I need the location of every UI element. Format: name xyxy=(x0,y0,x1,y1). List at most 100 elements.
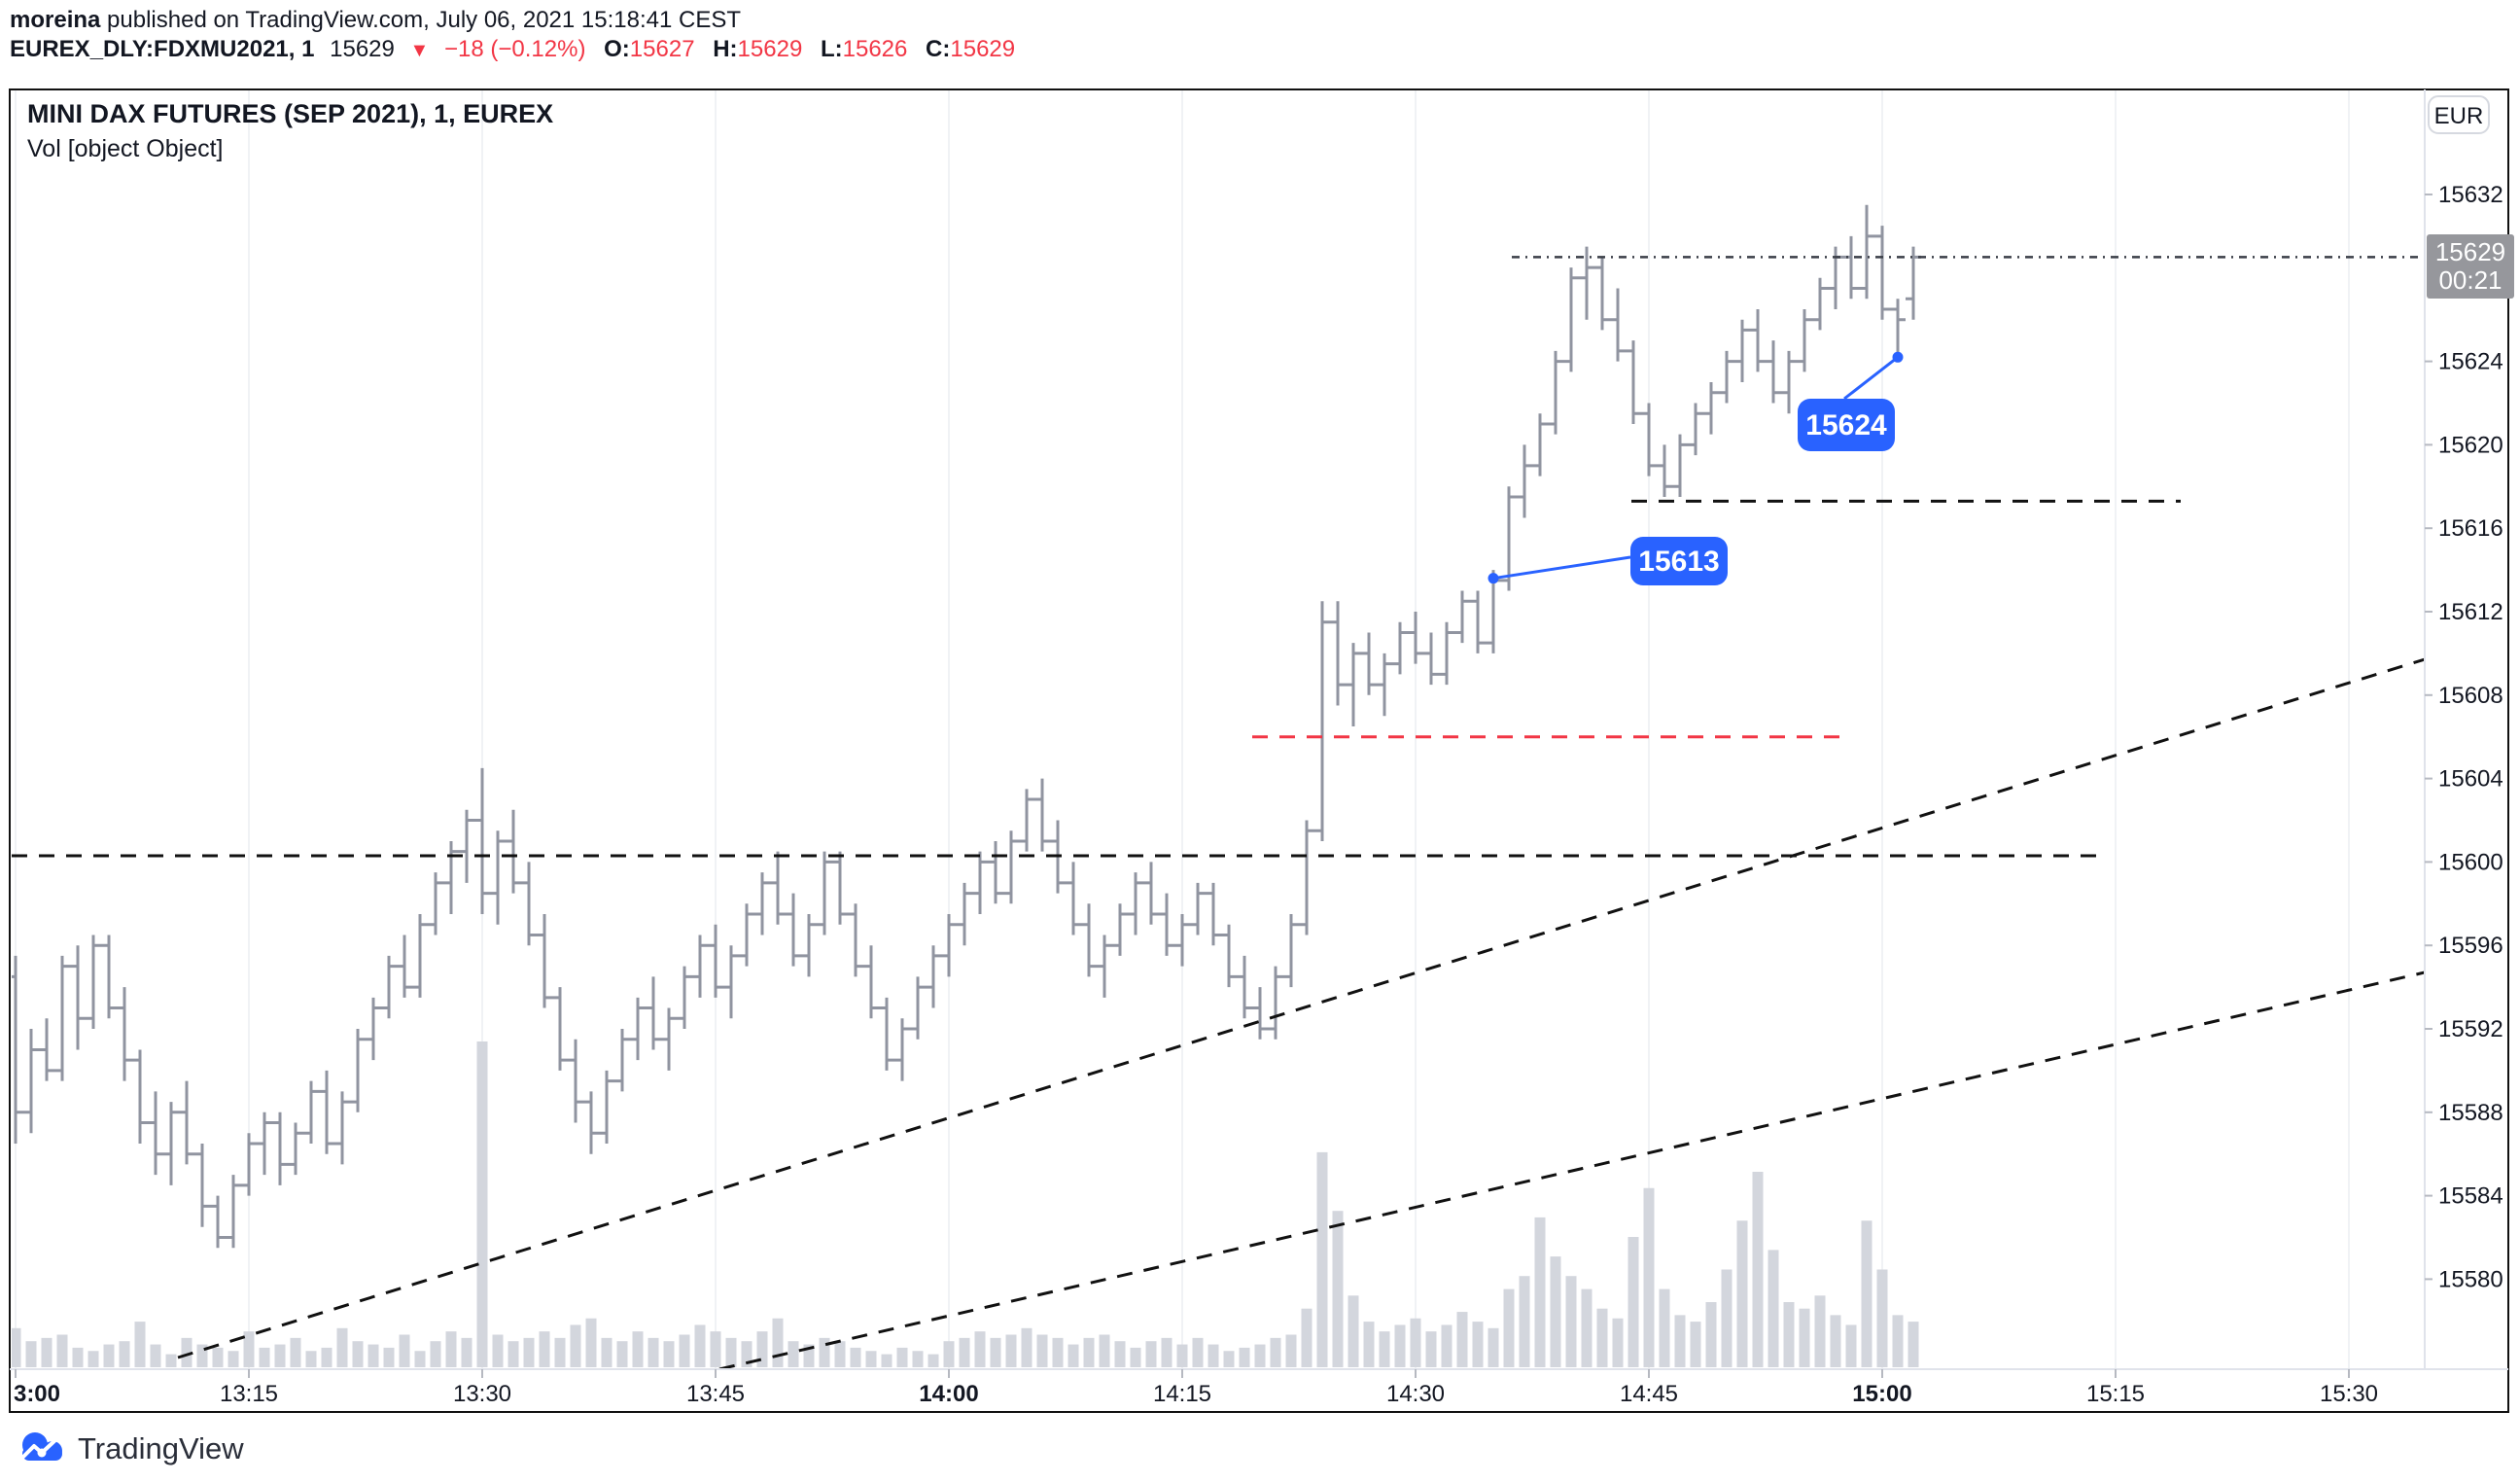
ohlc-bar xyxy=(1781,350,1797,414)
ohlc-bar xyxy=(1454,590,1470,644)
bar-countdown-text: 00:21 xyxy=(2438,265,2502,295)
published-text: published on TradingView.com, July 06, 2… xyxy=(100,7,742,33)
svg-text:15613: 15613 xyxy=(1638,546,1719,578)
ohlc-bar xyxy=(1346,643,1361,726)
trendline-upper xyxy=(177,657,2425,1359)
ohlc-bar xyxy=(272,1112,288,1185)
ohlc-bar xyxy=(1517,444,1532,518)
ohlc-bar xyxy=(350,1029,366,1112)
ohlc-bar xyxy=(1081,903,1097,977)
ohlc-bar xyxy=(1470,590,1486,653)
symbol-name: EUREX_DLY:FDXMU2021, 1 xyxy=(10,36,315,62)
price-tick-label: 15604 xyxy=(2438,766,2503,793)
price-scale[interactable]: 15632 15624 15620 15616 15612 15608 15604 15600… xyxy=(2425,182,2503,1292)
ohlc-bar xyxy=(241,1133,257,1196)
ohlc-bar xyxy=(879,997,894,1071)
ohlc-bar xyxy=(1859,204,1874,300)
ohlc-bar xyxy=(817,851,832,935)
ohlc-bar xyxy=(1594,257,1610,331)
ohlc-bar xyxy=(474,767,490,915)
ohlc-bar xyxy=(1299,820,1314,935)
time-tick-label: 13:45 xyxy=(686,1381,745,1407)
price-tick-label: 15596 xyxy=(2438,933,2503,959)
ohlc-bar xyxy=(568,1039,583,1123)
ohlc-bar xyxy=(1003,830,1019,904)
price-callout-15613[interactable]: 15613 xyxy=(1488,537,1729,585)
ohlc-bar xyxy=(1734,319,1750,383)
ohlc-bar xyxy=(630,997,646,1061)
ohlc-bar xyxy=(303,1080,319,1144)
ohlc-bar xyxy=(1797,308,1812,372)
ohlc-bar xyxy=(614,1029,630,1092)
ohlc-bar xyxy=(86,935,101,1029)
time-tick-label: 3:00 xyxy=(14,1381,60,1407)
ohlc-bar xyxy=(552,987,568,1071)
ohlc-bar xyxy=(1314,601,1330,841)
ohlc-bar xyxy=(1190,882,1206,935)
ohlc-bar xyxy=(1750,308,1766,372)
ohlc-bar xyxy=(926,945,941,1008)
ohlc-bar xyxy=(1206,882,1221,946)
low-label: L: xyxy=(820,36,843,62)
ohlc-bar xyxy=(599,1070,614,1144)
time-tick-label: 15:15 xyxy=(2086,1381,2145,1407)
ohlc-bar xyxy=(1501,486,1517,591)
ohlc-bar xyxy=(739,903,754,967)
time-scale[interactable]: 3:00 13:15 13:30 13:45 14:00 14:15 14:30 14:45 1… xyxy=(14,1369,2378,1407)
price-tick-label: 15584 xyxy=(2438,1183,2503,1210)
brand-name: TradingView xyxy=(78,1431,244,1465)
chart-frame xyxy=(9,88,2509,1413)
ohlc-bar xyxy=(1657,444,1672,498)
ohlc-bar xyxy=(1330,601,1346,706)
tradingview-logo[interactable] xyxy=(16,1431,66,1466)
ohlc-bar xyxy=(941,914,957,977)
eur-currency-button[interactable]: EUR xyxy=(2428,95,2490,134)
time-tick-label: 13:15 xyxy=(220,1381,278,1407)
attribution-line: moreina published on TradingView.com, Ju… xyxy=(10,6,741,35)
ohlc-bar xyxy=(226,1175,241,1249)
ohlc-bar xyxy=(1579,246,1594,320)
ohlc-bar xyxy=(1532,413,1548,476)
ohlc-bar xyxy=(412,914,428,998)
ohlc-bar xyxy=(148,1091,163,1176)
chart-plot-area[interactable] xyxy=(12,90,2425,1369)
ohlc-bar xyxy=(692,935,708,998)
ohlc-bar xyxy=(1019,789,1034,852)
current-price-text: 15629 xyxy=(2435,237,2505,266)
ohlc-bar xyxy=(381,955,397,1019)
open-label: O: xyxy=(604,36,630,62)
price-callout-15624[interactable]: 15624 xyxy=(1798,351,1904,451)
ohlc-bar xyxy=(1252,987,1268,1040)
ohlc-bar xyxy=(1408,612,1423,664)
ohlc-bar xyxy=(1548,350,1563,435)
ohlc-bar xyxy=(117,987,132,1081)
drawings[interactable] xyxy=(12,256,2425,1369)
price-tick-label: 15608 xyxy=(2438,683,2503,709)
ohlc-bar xyxy=(723,945,739,1019)
ohlc-bar xyxy=(863,945,879,1019)
high-value: 15629 xyxy=(737,36,803,62)
ohlc-bar xyxy=(910,976,926,1040)
ohlc-bar xyxy=(490,830,506,925)
ohlc-bar xyxy=(397,935,412,998)
low-value: 15626 xyxy=(842,36,908,62)
time-tick-label: 14:30 xyxy=(1386,1381,1445,1407)
ohlc-bar xyxy=(1688,403,1703,456)
ohlc-bar xyxy=(1563,267,1579,372)
ohlc-bar xyxy=(443,840,459,915)
time-tick-label: 13:30 xyxy=(453,1381,511,1407)
price-change: −18 (−0.12%) xyxy=(444,36,586,62)
ohlc-bar xyxy=(1034,778,1050,852)
down-triangle-icon: ▼ xyxy=(409,40,430,61)
ohlc-bar xyxy=(428,872,443,935)
ohlc-bar xyxy=(366,997,381,1061)
ohlc-bar xyxy=(39,1018,54,1081)
svg-text:EUR: EUR xyxy=(2434,103,2484,129)
price-tick-label: 15620 xyxy=(2438,432,2503,458)
ohlc-bar xyxy=(1066,862,1081,935)
ohlc-bar xyxy=(957,882,972,946)
time-tick-label: 15:30 xyxy=(2320,1381,2378,1407)
ohlc-bar xyxy=(1812,277,1828,331)
